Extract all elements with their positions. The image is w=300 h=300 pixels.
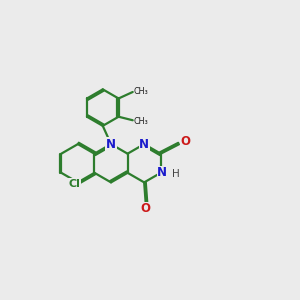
Text: H: H [172,169,180,179]
Text: O: O [141,202,151,215]
Text: CH₃: CH₃ [134,117,148,126]
Text: N: N [157,166,167,179]
Text: O: O [181,135,190,148]
Text: Cl: Cl [69,179,81,189]
Text: N: N [106,138,116,151]
Text: N: N [139,138,149,151]
Text: CH₃: CH₃ [134,87,148,96]
